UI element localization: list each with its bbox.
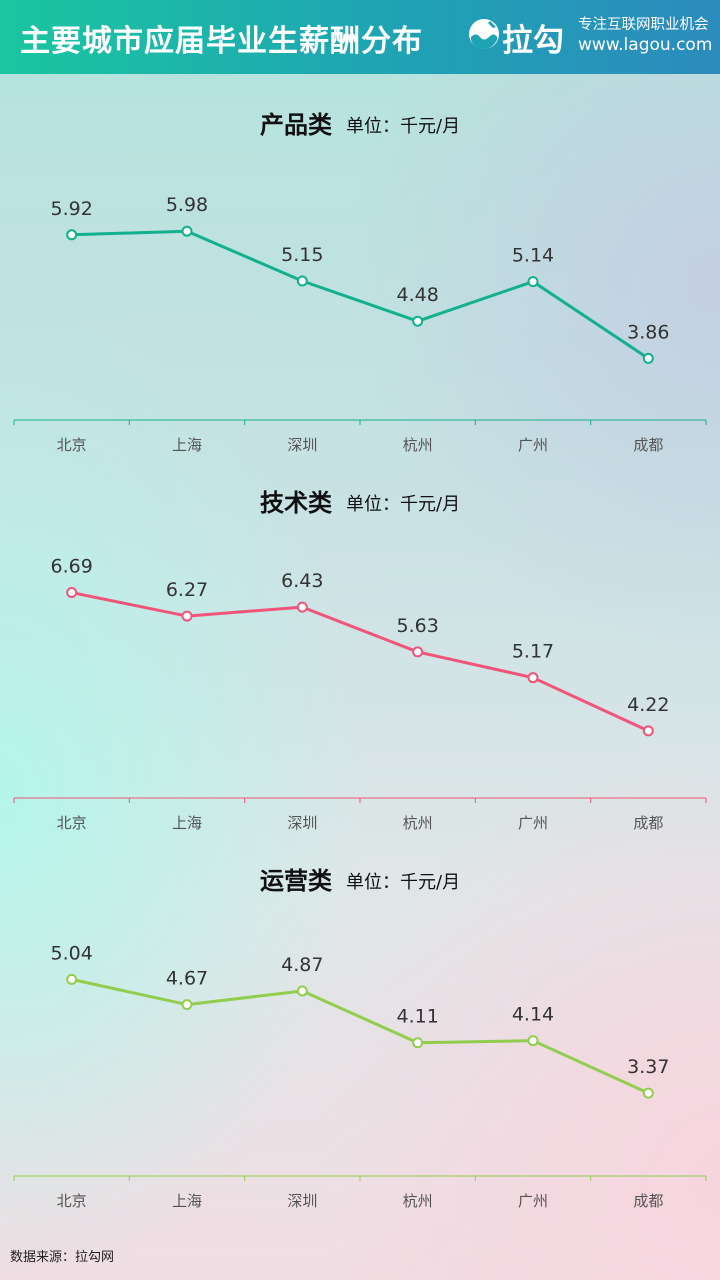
data-point xyxy=(66,587,78,599)
chart-unit: 单位：千元/月 xyxy=(346,494,460,515)
chart-svg: 技术类 单位：千元/月北京 上海 深圳 杭州 广州 成都 6.69 6.27 6.43 5.63 5.… xyxy=(13,489,707,832)
data-point xyxy=(527,1035,539,1047)
x-tick-label: 上海 xyxy=(172,814,202,832)
data-point xyxy=(181,225,193,237)
chart-operations: 运营类 单位：千元/月北京 上海 深圳 杭州 广州 成都 5.04 4.67 4.87 4.11 4.… xyxy=(0,854,720,1214)
data-source-note: 数据来源：拉勾网 xyxy=(10,1250,115,1265)
data-label: 5.14 xyxy=(512,245,554,267)
chart-title: 产品类 xyxy=(260,111,333,139)
page-title: 主要城市应届毕业生薪酬分布 xyxy=(20,24,423,59)
site-url-link[interactable]: www.lagou.com xyxy=(578,35,713,55)
data-point xyxy=(527,672,539,684)
x-tick-label: 成都 xyxy=(633,814,663,832)
header-banner: 主要城市应届毕业生薪酬分布 拉勾 专注互联网职业机会 www.lagou.com xyxy=(0,0,720,74)
series-line xyxy=(71,591,649,733)
data-point xyxy=(66,229,78,241)
data-point xyxy=(527,276,539,288)
data-label: 5.04 xyxy=(51,942,93,964)
data-label: 5.17 xyxy=(512,641,554,663)
chart-unit: 单位：千元/月 xyxy=(346,872,460,893)
data-label: 5.92 xyxy=(51,198,93,220)
data-label: 6.27 xyxy=(166,579,208,601)
data-point xyxy=(642,1087,654,1099)
data-label: 3.86 xyxy=(627,321,669,343)
data-label: 4.14 xyxy=(512,1004,554,1026)
data-point xyxy=(642,352,654,364)
chart-product: 产品类 单位：千元/月北京 上海 深圳 杭州 广州 成都 5.92 5.98 5.15 4.48 5.… xyxy=(0,98,720,458)
data-label: 4.48 xyxy=(397,284,439,306)
data-point xyxy=(412,646,424,658)
x-tick-label: 深圳 xyxy=(287,814,317,832)
data-point xyxy=(412,1037,424,1049)
x-tick-label: 杭州 xyxy=(403,436,433,454)
x-tick-label: 广州 xyxy=(518,436,548,454)
lagou-logo-icon xyxy=(469,19,499,49)
data-point xyxy=(296,275,308,287)
chart-title: 运营类 xyxy=(260,867,333,895)
x-tick-label: 北京 xyxy=(57,814,87,832)
x-tick-label: 杭州 xyxy=(403,1192,433,1210)
data-label: 3.37 xyxy=(627,1056,669,1078)
data-point xyxy=(66,973,78,985)
data-point xyxy=(296,601,308,613)
x-tick-label: 北京 xyxy=(57,436,87,454)
chart-svg: 产品类 单位：千元/月北京 上海 深圳 杭州 广州 成都 5.92 5.98 5.15 4.48 5.… xyxy=(13,111,707,454)
data-label: 6.69 xyxy=(51,556,93,578)
x-tick-label: 深圳 xyxy=(287,1192,317,1210)
data-label: 4.11 xyxy=(397,1006,439,1028)
chart-unit: 单位：千元/月 xyxy=(346,116,460,137)
data-point xyxy=(181,610,193,622)
logo-text: 拉勾 xyxy=(502,23,564,59)
data-point xyxy=(412,315,424,327)
x-tick-label: 杭州 xyxy=(403,814,433,832)
data-point xyxy=(642,725,654,737)
slogan-text: 专注互联网职业机会 xyxy=(578,17,709,33)
x-tick-label: 成都 xyxy=(633,436,663,454)
x-tick-label: 北京 xyxy=(57,1192,87,1210)
series-line xyxy=(71,229,650,360)
data-label: 4.67 xyxy=(166,968,208,990)
x-tick-label: 广州 xyxy=(518,1192,548,1210)
x-tick-label: 上海 xyxy=(172,1192,202,1210)
data-label: 5.15 xyxy=(281,244,323,266)
data-label: 4.87 xyxy=(281,954,323,976)
chart-title: 技术类 xyxy=(260,489,333,517)
chart-tech: 技术类 单位：千元/月北京 上海 深圳 杭州 广州 成都 6.69 6.27 6.43 5.63 5.… xyxy=(0,476,720,836)
data-label: 5.63 xyxy=(397,615,439,637)
data-point xyxy=(181,999,193,1011)
x-tick-label: 成都 xyxy=(633,1192,663,1210)
x-tick-label: 深圳 xyxy=(287,436,317,454)
data-label: 4.22 xyxy=(627,694,669,716)
data-label: 5.98 xyxy=(166,194,208,216)
data-label: 6.43 xyxy=(281,570,323,592)
series-line xyxy=(71,977,649,1095)
x-tick-label: 上海 xyxy=(172,436,202,454)
x-tick-label: 广州 xyxy=(518,814,548,832)
chart-svg: 运营类 单位：千元/月北京 上海 深圳 杭州 广州 成都 5.04 4.67 4.87 4.11 4.… xyxy=(13,867,707,1210)
data-point xyxy=(296,985,308,997)
